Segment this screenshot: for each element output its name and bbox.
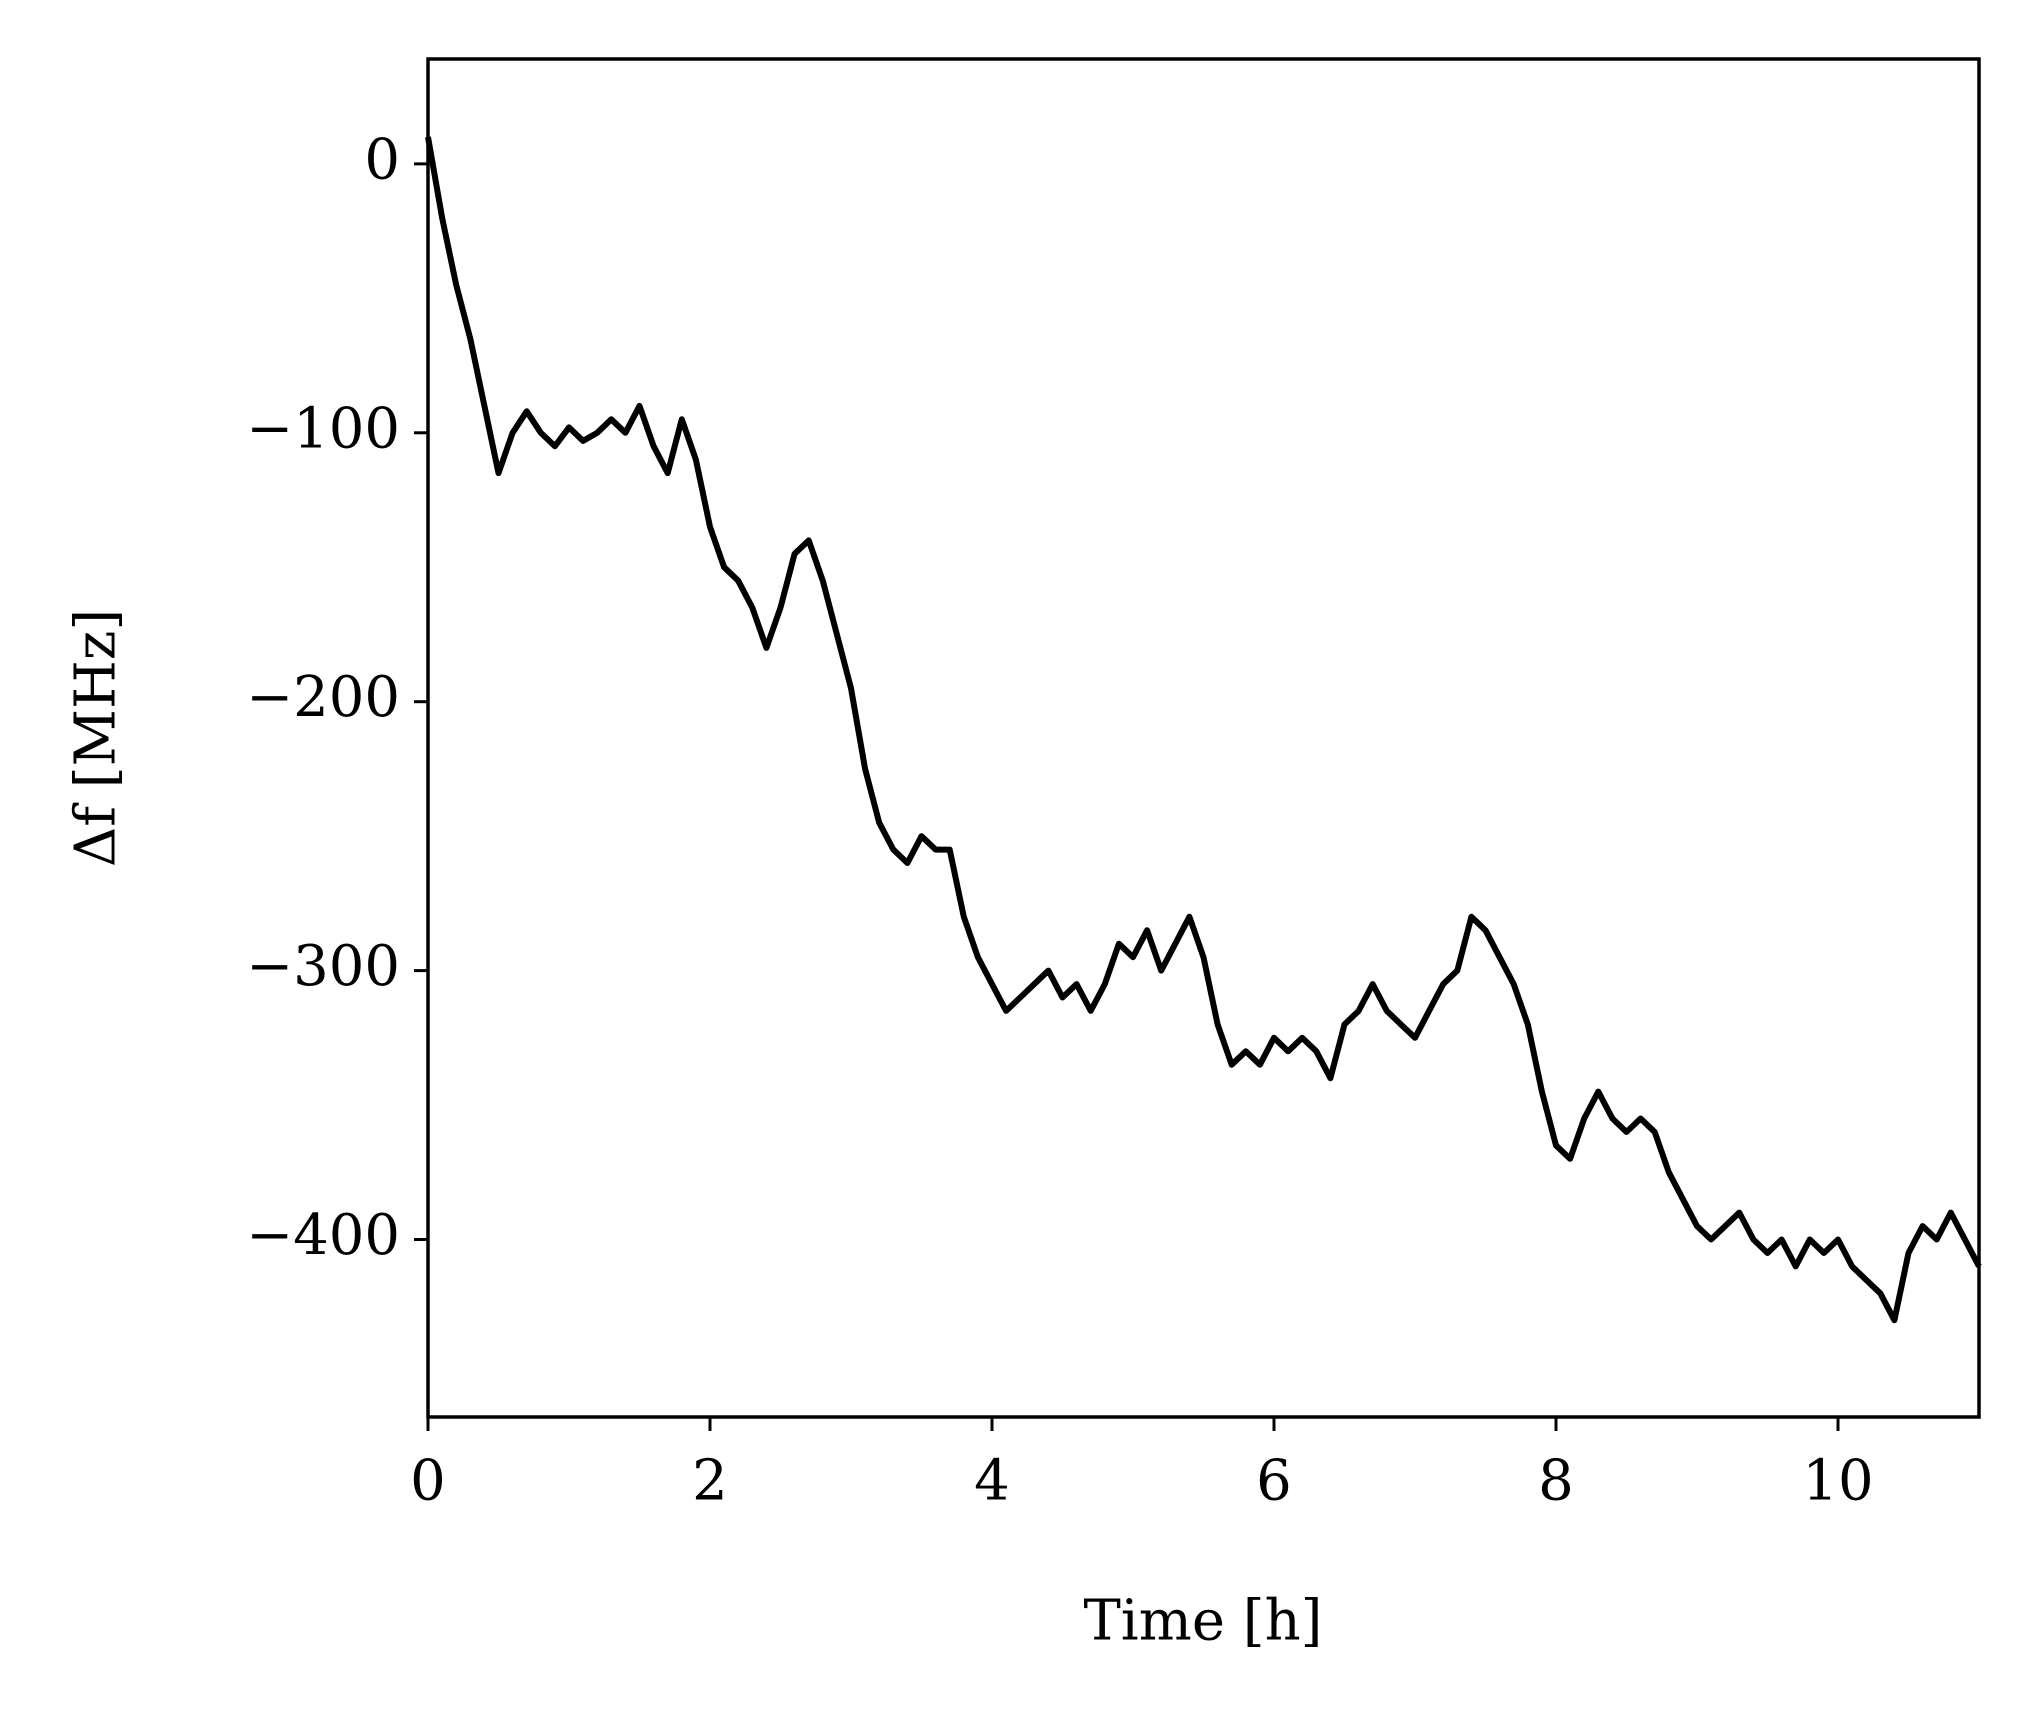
y-axis-label: Δf [MHz] xyxy=(64,609,129,867)
x-tick-label: 10 xyxy=(1802,1449,1873,1514)
x-tick-label: 0 xyxy=(410,1449,446,1514)
y-tick-label: −100 xyxy=(246,396,400,461)
x-tick-label: 8 xyxy=(1538,1449,1574,1514)
x-axis-label: Time [h] xyxy=(1083,1589,1322,1654)
x-tick-label: 2 xyxy=(692,1449,728,1514)
x-tick-label: 4 xyxy=(974,1449,1010,1514)
data-line xyxy=(425,136,1982,1324)
y-tick-label: −400 xyxy=(246,1203,400,1268)
x-tick-label: 6 xyxy=(1256,1449,1292,1514)
y-tick-label: −300 xyxy=(246,934,400,999)
plot-frame xyxy=(426,57,1981,1419)
y-tick-label: −200 xyxy=(246,665,400,730)
y-tick-label: 0 xyxy=(364,127,400,192)
